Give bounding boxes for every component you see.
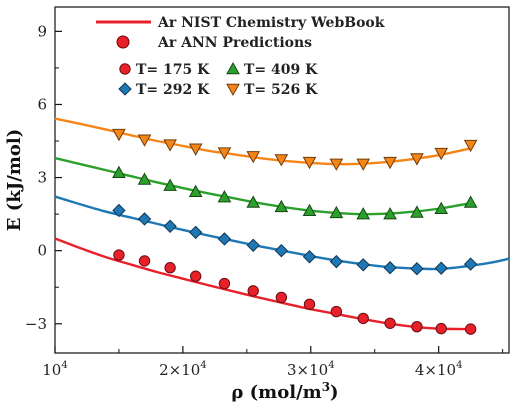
data-point-series-1-6 — [274, 243, 289, 258]
data-point-series-0-10 — [384, 317, 396, 329]
data-point-series-0-9 — [357, 312, 369, 325]
data-point-series-2-2 — [163, 178, 177, 191]
data-point-series-2-1 — [137, 172, 152, 185]
x-tick-base-0: 10 — [42, 361, 61, 379]
data-point-series-1-12 — [434, 261, 448, 275]
data-point-series-1-1 — [137, 212, 152, 226]
data-point-series-2-3 — [188, 184, 203, 197]
data-point-series-0-1 — [138, 255, 151, 267]
data-point-series-1-4 — [217, 232, 232, 246]
data-point-series-2-4 — [217, 190, 232, 203]
data-point-series-3-12 — [434, 147, 449, 161]
x-ticks: 104 2×104 3×104 4×104 — [42, 346, 504, 379]
markers-layer — [112, 128, 478, 335]
data-point-series-2-12 — [434, 201, 449, 215]
data-point-series-3-10 — [383, 156, 397, 170]
data-point-series-1-5 — [246, 238, 260, 252]
data-point-series-1-2 — [163, 219, 177, 233]
data-point-series-1-8 — [329, 254, 344, 269]
legend-series: T= 175 K T= 292 K T= 409 K T= 526 K — [118, 61, 318, 98]
data-point-series-0-8 — [330, 305, 343, 318]
data-point-series-0-7 — [303, 298, 316, 310]
data-point-series-3-6 — [274, 154, 289, 167]
x-tick-exp-3: 4 — [456, 360, 462, 371]
data-point-series-3-2 — [163, 139, 177, 152]
data-point-series-2-7 — [302, 203, 317, 216]
data-point-series-0-6 — [275, 291, 288, 304]
data-point-series-3-1 — [137, 134, 152, 147]
data-point-series-3-5 — [246, 151, 261, 164]
data-point-series-2-5 — [246, 195, 261, 208]
legend-series-label-2: T= 409 K — [244, 62, 318, 78]
data-point-series-3-8 — [329, 158, 344, 171]
data-point-series-3-13 — [463, 139, 478, 153]
x-axis-title-close: ) — [330, 382, 339, 403]
data-point-series-2-10 — [383, 207, 397, 220]
x-axis-title: ρ (mol/m3) — [231, 380, 338, 403]
legend-series-marker-3 — [226, 83, 240, 97]
legend: Ar NIST Chemistry WebBook Ar ANN Predict… — [96, 15, 385, 98]
series-curve-3 — [54, 117, 471, 166]
x-tick-exp-0: 4 — [61, 360, 67, 371]
data-point-series-1-10 — [383, 261, 397, 275]
x-tick-label-3: 4×104 — [415, 360, 463, 379]
data-point-series-3-3 — [188, 143, 203, 156]
legend-series-label-1: T= 292 K — [136, 82, 210, 98]
x-tick-base-3: 4×10 — [415, 361, 456, 379]
data-point-series-0-0 — [113, 249, 125, 261]
series-curve-2 — [54, 156, 471, 216]
legend-line-label: Ar NIST Chemistry WebBook — [157, 15, 385, 31]
legend-series-label-0: T= 175 K — [136, 62, 210, 78]
x-tick-label-1: 2×104 — [159, 360, 207, 379]
data-point-series-0-3 — [189, 270, 202, 282]
data-point-series-0-12 — [435, 322, 447, 335]
data-point-series-1-11 — [410, 262, 424, 276]
x-tick-label-0: 104 — [42, 360, 67, 379]
data-point-series-0-11 — [411, 320, 423, 333]
data-point-series-3-4 — [217, 147, 232, 160]
data-point-series-1-0 — [112, 203, 126, 218]
data-point-series-3-7 — [302, 156, 317, 170]
legend-marker-label: Ar ANN Predictions — [157, 35, 312, 51]
y-ticks: −3 0 3 6 9 — [25, 22, 62, 333]
data-point-series-0-5 — [247, 285, 259, 297]
x-axis-title-sup: 3 — [322, 380, 330, 394]
y-tick-label-3: 6 — [37, 95, 47, 113]
legend-series-marker-2 — [226, 61, 240, 75]
x-tick-exp-1: 4 — [200, 360, 206, 371]
data-point-series-3-11 — [410, 153, 424, 166]
legend-series-marker-0 — [119, 63, 131, 75]
legend-series-label-3: T= 526 K — [244, 82, 318, 98]
data-point-series-3-0 — [112, 128, 126, 142]
plot-frame — [54, 6, 510, 354]
data-point-series-1-3 — [188, 225, 203, 240]
x-tick-exp-2: 4 — [328, 360, 334, 371]
data-point-series-2-11 — [410, 205, 424, 218]
data-point-series-2-0 — [112, 165, 126, 178]
y-tick-label-0: −3 — [25, 315, 47, 333]
x-axis-title-main: ρ (mol/m — [231, 382, 321, 403]
data-point-series-2-9 — [356, 207, 371, 220]
x-tick-base-1: 2×10 — [159, 361, 200, 379]
legend-series-marker-1 — [118, 82, 132, 96]
y-tick-label-1: 0 — [37, 242, 47, 260]
data-point-series-0-2 — [164, 262, 176, 274]
data-point-series-0-4 — [218, 277, 231, 290]
y-axis-title: E (kJ/mol) — [4, 129, 25, 231]
data-point-series-2-8 — [329, 205, 344, 219]
data-point-series-1-13 — [463, 257, 478, 271]
x-tick-label-2: 3×104 — [287, 360, 335, 379]
data-point-series-1-9 — [356, 258, 370, 272]
data-point-series-3-9 — [356, 158, 371, 171]
data-point-series-1-7 — [302, 250, 317, 264]
x-tick-base-2: 3×10 — [287, 361, 328, 379]
legend-marker-swatch — [116, 35, 130, 49]
data-point-series-2-6 — [274, 199, 289, 213]
data-point-series-2-13 — [463, 195, 478, 208]
y-tick-label-4: 9 — [37, 22, 47, 40]
data-point-series-0-13 — [464, 323, 477, 335]
y-tick-label-2: 3 — [37, 169, 47, 187]
